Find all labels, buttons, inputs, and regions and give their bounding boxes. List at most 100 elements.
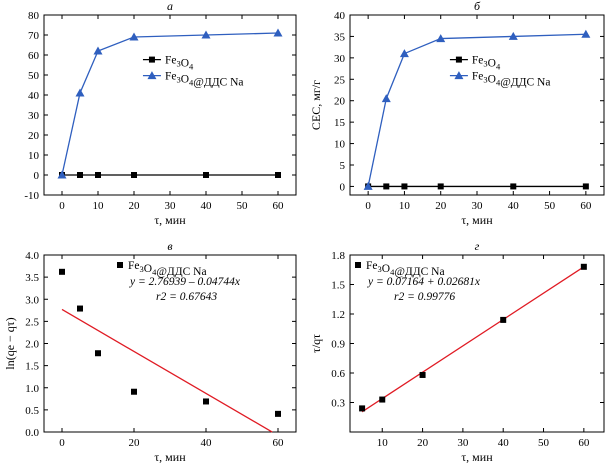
data-point-triangle [581,29,591,38]
data-point-triangle [129,32,139,41]
panel-letter: а [167,0,173,13]
data-point-triangle [75,88,85,97]
y-tick-label: 30 [28,110,40,122]
data-point-square [275,172,281,178]
legend-marker-square [455,56,462,63]
x-tick-label: 10 [377,437,389,449]
data-point-triangle [381,94,391,103]
x-tick-label: 30 [165,200,177,212]
y-tick-label: 3.5 [25,272,39,284]
x-tick-label: 10 [93,200,105,212]
y-tick-label: 0.0 [25,427,39,439]
x-tick-label: 50 [544,200,556,212]
data-point-square [359,405,366,412]
legend-marker-square [148,56,155,63]
series-line-2 [367,33,586,187]
x-tick-label: 30 [472,200,484,212]
chart-panel-3: в 0.0 0.5 1.0 1.5 2.0 2.5 3.0 3.5 4.0 0 20 40 60 τ, ми… [3,239,297,464]
chart-panel-4: г 0.3 0.6 0.9 1.2 1.5 1.8 10 20 30 40 50 60 τ, мин τ/q… [309,239,605,464]
legend-marker-square [355,262,361,268]
y-axis-label: ln(qe − qτ) [3,317,17,369]
fit-equation: y = 2.76939 – 0.04744x [129,276,241,288]
y-tick-label: 4.0 [25,250,39,262]
x-tick-label: 60 [273,437,285,449]
x-tick-label: 60 [578,437,590,449]
y-tick-label: 20 [334,96,346,108]
x-axis-label: τ, мин [461,213,493,227]
data-point-triangle [201,30,211,39]
y-tick-label: 1.0 [25,383,39,395]
x-tick-label: 0 [59,200,65,212]
y-tick-label: 80 [28,10,40,22]
x-tick-label: 50 [538,437,550,449]
y-tick-label: 3.0 [25,294,39,306]
data-point-square [77,305,83,312]
data-point-square [383,183,390,190]
x-tick-label: 20 [129,437,141,449]
y-tick-label: 35 [334,31,346,43]
data-point-triangle [57,170,67,179]
panel-letter: в [167,239,172,253]
x-tick-label: 20 [129,200,141,212]
plot-frame [349,14,605,196]
x-tick-label: 0 [365,200,371,212]
x-tick-label: 20 [417,437,429,449]
x-tick-label: 30 [457,437,469,449]
y-tick-label: 5 [340,160,346,172]
x-tick-label: 0 [59,437,65,449]
y-axis-label: τ/qτ [309,334,323,353]
fit-line [361,266,585,413]
legend-label-2: Fe3O4@ДДС Na [165,71,244,89]
legend-marker-triangle [454,71,464,80]
fit-line [61,308,273,433]
y-tick-label: 1.8 [331,250,345,262]
data-point-triangle [508,31,518,40]
y-tick-label: 0.5 [25,405,39,417]
y-tick-label: 10 [28,150,40,162]
legend-label: Fe3O4@ДДС Na [366,260,445,278]
y-tick-label: 1.2 [331,309,345,321]
data-point-square [580,263,587,270]
y-tick-label: 15 [334,117,346,129]
r-squared: r2 = 0.67643 [156,291,217,303]
data-point-square [419,371,426,378]
data-point-triangle [93,46,103,55]
data-point-square [95,172,101,178]
data-point-square [59,268,65,275]
legend-marker-square [117,262,123,268]
series-line-2 [61,32,279,176]
x-tick-label: 40 [201,437,213,449]
data-point-triangle [363,181,373,190]
y-tick-label: 70 [28,30,40,42]
r-squared: r2 = 0.99776 [394,291,455,303]
data-point-square [203,398,209,405]
chart-panel-2: б 0 5 10 15 20 25 30 35 40 0 10 20 30 40 50 60 τ, мин CEC,… [309,0,605,227]
y-tick-label: 0 [34,170,40,182]
data-point-square [510,183,517,190]
data-point-square [131,388,137,395]
y-tick-label: 50 [28,70,40,82]
data-point-square [131,172,137,178]
x-tick-label: 10 [399,200,411,212]
x-tick-label: 20 [435,200,447,212]
y-tick-label: 0.9 [331,339,345,351]
legend-label-1: Fe3O4 [165,55,194,72]
x-tick-label: 60 [273,200,285,212]
x-axis-label: τ, мин [461,450,493,464]
data-point-square [77,172,83,178]
x-tick-label: 40 [508,200,520,212]
y-tick-label: 1.5 [331,280,345,292]
legend-label-2: Fe3O4@ДДС Na [472,71,551,89]
legend-label-1: Fe3O4 [472,55,501,72]
y-tick-label: 2.5 [25,316,39,328]
y-tick-label: 0.3 [331,398,345,410]
x-tick-label: 50 [237,200,249,212]
y-tick-label: 60 [28,50,40,62]
data-point-triangle [273,28,283,37]
y-tick-label: 1.5 [25,361,39,373]
panel-letter: г [475,239,480,253]
x-axis-label: τ, мин [154,450,186,464]
panel-letter: б [474,0,481,13]
x-tick-label: 40 [201,200,213,212]
x-axis-label: τ, мин [154,213,186,227]
